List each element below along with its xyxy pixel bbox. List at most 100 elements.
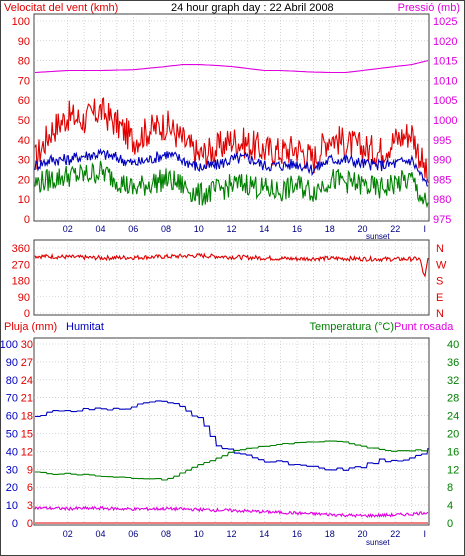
wind-speed-tick-90: 90 [18,36,30,48]
wind-speed-tick-80: 80 [18,56,30,68]
time-axis-ticks-bottom: 02 04 06 08 10 12 14 16 18 20 22 I [63,529,426,539]
pressure-tick-975: 975 [433,214,451,226]
pressure-tick-1000: 1000 [433,115,457,127]
pressure-tick-980: 980 [433,194,451,206]
time-tick-bottom-04: 04 [95,529,105,539]
time-tick-bottom-18: 18 [325,529,335,539]
time-tick-bottom-10: 10 [194,529,204,539]
temperature-axis-ticks: 0 4 8 12 16 20 24 28 32 36 40 [447,339,459,530]
temperature-tick-32: 32 [447,375,459,387]
time-tick-bottom-14: 14 [259,529,269,539]
compass-tick-S-2: S [436,276,443,288]
wind-direction-degree-ticks: 0 90 180 270 360 [12,243,30,320]
compass-tick-W-3: W [436,259,447,271]
wind-speed-tick-10: 10 [18,194,30,206]
rain-tick-0: 0 [27,518,33,530]
humidity-tick-0: 0 [12,518,18,530]
pressure-tick-985: 985 [433,174,451,186]
temperature-tick-12: 12 [447,464,459,476]
humidity-tick-100: 100 [0,339,18,351]
pressure-axis-label: Pressió (mb) [398,2,460,14]
temperature-tick-20: 20 [447,429,459,441]
humidity-tick-50: 50 [6,429,18,441]
humidity-axis-ticks: 0 10 20 30 40 50 60 70 80 90 100 [0,339,18,530]
wind-speed-axis-ticks: 0 10 20 30 40 50 60 70 80 90 100 [12,16,30,226]
pressure-tick-1005: 1005 [433,95,457,107]
time-tick-bottom-I: I [423,529,426,539]
wind-speed-tick-20: 20 [18,174,30,186]
wind-direction-tick-0: 0 [24,308,30,320]
time-tick-top-16: 16 [292,224,302,234]
wind-direction-grid [34,240,429,315]
wind-direction-series [34,252,429,278]
time-tick-top-20: 20 [357,224,367,234]
humidity-axis-label: Humitat [66,321,104,333]
rain-tick-30: 30 [21,339,33,351]
humidity-temperature-grid [34,338,429,525]
rain-tick-21: 21 [21,393,33,405]
temperature-tick-40: 40 [447,339,459,351]
wind-average-line [34,147,429,187]
temperature-tick-36: 36 [447,357,459,369]
pressure-line [34,60,429,74]
rain-tick-3: 3 [27,500,33,512]
time-tick-bottom-20: 20 [357,529,367,539]
wind-direction-tick-270: 270 [12,259,30,271]
wind-speed-tick-60: 60 [18,95,30,107]
humidity-tick-70: 70 [6,393,18,405]
humidity-tick-30: 30 [6,464,18,476]
temperature-tick-16: 16 [447,446,459,458]
pressure-tick-1015: 1015 [433,56,457,68]
compass-tick-N-4: N [436,243,444,255]
wind-direction-line [34,252,429,278]
compass-tick-E-1: E [436,292,443,304]
rain-tick-12: 12 [21,446,33,458]
humidity-tick-10: 10 [6,500,18,512]
time-tick-top-04: 04 [95,224,105,234]
time-tick-top-22: 22 [390,224,400,234]
wind-speed-tick-100: 100 [12,16,30,28]
time-tick-top-14: 14 [259,224,269,234]
rain-tick-9: 9 [27,464,33,476]
wind-speed-tick-0: 0 [24,214,30,226]
humidity-tick-90: 90 [6,357,18,369]
chart-title: 24 hour graph day : 22 Abril 2008 [171,2,334,14]
pressure-tick-990: 990 [433,155,451,167]
pressure-tick-1020: 1020 [433,36,457,48]
time-tick-bottom-06: 06 [128,529,138,539]
humidity-temperature-series [34,400,429,524]
time-tick-top-02: 02 [63,224,73,234]
wind-speed-axis-label: Velocitat del vent (kmh) [4,2,118,14]
time-tick-top-06: 06 [128,224,138,234]
humidity-line [35,400,429,471]
temperature-tick-0: 0 [447,518,453,530]
wind-direction-tick-360: 360 [12,243,30,255]
wind-pressure-plot-area [33,13,430,222]
rain-tick-27: 27 [21,357,33,369]
sunset-marker-bottom: sunset [366,538,390,547]
wind-pressure-series [34,60,429,209]
rain-axis-ticks: 0 3 6 9 12 15 18 21 24 27 30 [21,339,33,530]
temperature-tick-8: 8 [447,482,453,494]
dew-point-axis-label: Punt rosada [394,321,454,333]
temperature-axis-label: Temperatura (°C) [310,321,394,333]
rain-axis-label: Pluja (mm) [4,321,57,333]
wind-speed-tick-70: 70 [18,75,30,87]
pressure-tick-1010: 1010 [433,75,457,87]
pressure-tick-995: 995 [433,135,451,147]
pressure-tick-1025: 1025 [433,16,457,28]
time-tick-bottom-02: 02 [63,529,73,539]
humidity-tick-40: 40 [6,446,18,458]
temperature-tick-28: 28 [447,393,459,405]
rain-tick-18: 18 [21,411,33,423]
wind-direction-tick-90: 90 [18,292,30,304]
time-tick-bottom-22: 22 [390,529,400,539]
time-tick-top-08: 08 [161,224,171,234]
time-tick-top-10: 10 [194,224,204,234]
sunset-marker-top: sunset [366,232,390,241]
